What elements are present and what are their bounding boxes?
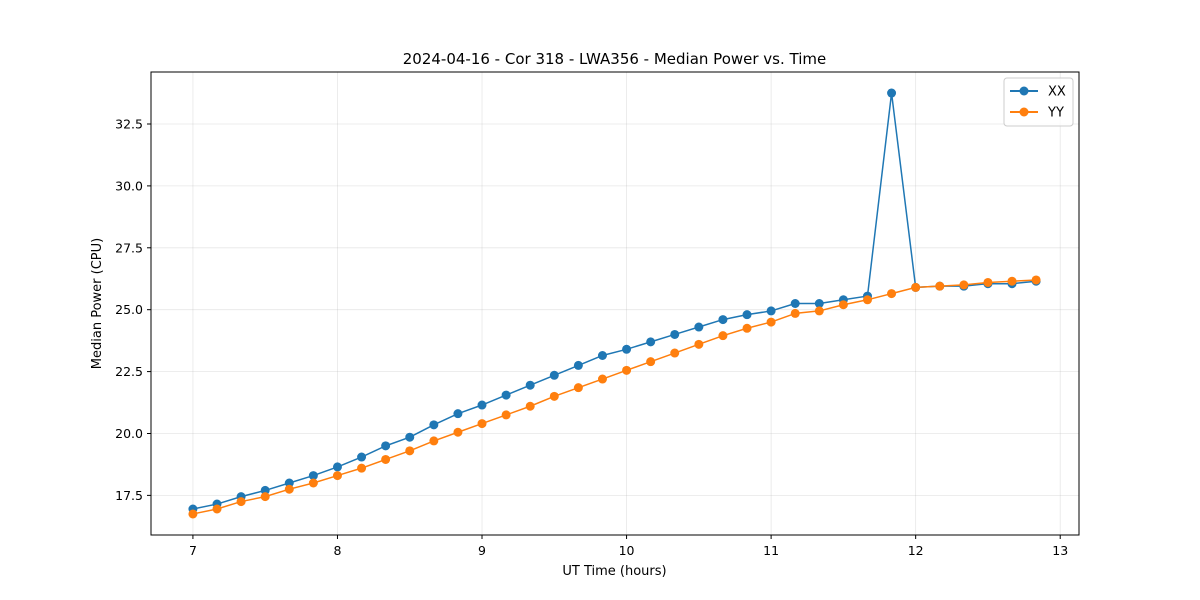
- data-point-xx: [814, 299, 824, 308]
- data-point-yy: [284, 484, 294, 494]
- data-point-yy: [525, 401, 535, 411]
- grid: [151, 72, 1079, 535]
- data-point-yy: [357, 463, 367, 473]
- y-tick-label: 22.5: [115, 364, 143, 379]
- data-point-yy: [1007, 276, 1017, 286]
- data-point-xx: [790, 299, 800, 308]
- data-point-yy: [308, 478, 318, 488]
- series-line-xx: [192, 92, 1037, 510]
- data-point-yy: [838, 300, 848, 310]
- data-point-xx: [597, 350, 607, 360]
- data-point-yy: [814, 306, 824, 316]
- data-point-yy: [429, 436, 439, 446]
- data-point-xx: [260, 485, 270, 495]
- data-point-yy: [212, 504, 222, 514]
- data-point-xx: [549, 370, 559, 380]
- data-point-xx: [453, 409, 463, 419]
- series-line-yy: [192, 279, 1037, 515]
- data-point-xx: [670, 329, 680, 339]
- data-point-yy: [646, 357, 656, 367]
- data-point-xx: [501, 390, 511, 400]
- legend-label-yy: YY: [1047, 106, 1064, 121]
- data-point-yy: [718, 331, 728, 341]
- x-tick-label: 11: [763, 543, 779, 558]
- data-point-yy: [1031, 275, 1041, 285]
- data-point-yy: [622, 365, 632, 375]
- y-tick-label: 27.5: [115, 240, 143, 255]
- data-point-yy: [549, 391, 559, 401]
- data-point-xx: [477, 400, 487, 410]
- data-point-xx: [694, 322, 704, 332]
- data-point-yy: [742, 323, 752, 333]
- data-point-xx: [887, 88, 897, 98]
- data-point-xx: [381, 441, 391, 451]
- data-point-yy: [332, 471, 342, 481]
- data-point-xx: [718, 315, 728, 325]
- data-point-yy: [670, 348, 680, 358]
- x-tick-label: 7: [189, 543, 197, 558]
- data-point-xx: [766, 306, 776, 316]
- plot-frame: [150, 71, 1080, 536]
- data-point-yy: [597, 374, 607, 384]
- data-point-yy: [381, 454, 391, 464]
- legend-marker-xx: [1019, 86, 1029, 96]
- data-point-yy: [959, 280, 969, 290]
- x-tick-label: 12: [908, 543, 924, 558]
- x-axis: 7 8 9 10 11 12 13: [189, 535, 1068, 558]
- data-point-yy: [188, 509, 198, 519]
- data-point-yy: [935, 281, 945, 291]
- x-tick-label: 8: [333, 543, 341, 558]
- x-tick-label: 13: [1052, 543, 1068, 558]
- data-point-xx: [332, 462, 342, 472]
- y-tick-label: 17.5: [115, 488, 143, 503]
- data-point-xx: [622, 344, 632, 354]
- data-point-xx: [525, 380, 535, 390]
- data-point-yy: [453, 427, 463, 437]
- y-axis-label: Median Power (CPU): [90, 238, 105, 369]
- data-point-xx: [742, 310, 752, 320]
- data-point-yy: [573, 383, 583, 393]
- data-point-yy: [405, 446, 415, 456]
- data-point-xx: [284, 478, 294, 488]
- y-tick-label: 25.0: [115, 302, 143, 317]
- y-tick-label: 20.0: [115, 426, 143, 441]
- data-point-yy: [260, 492, 270, 502]
- data-point-yy: [983, 277, 993, 287]
- legend-marker-yy: [1019, 107, 1029, 117]
- data-point-yy: [236, 497, 246, 507]
- data-point-xx: [429, 420, 439, 430]
- y-tick-label: 32.5: [115, 116, 143, 131]
- data-point-yy: [766, 317, 776, 327]
- x-tick-label: 10: [619, 543, 635, 558]
- data-point-xx: [357, 452, 367, 462]
- data-point-yy: [862, 295, 872, 305]
- x-tick-label: 9: [478, 543, 486, 558]
- x-axis-label: UT Time (hours): [562, 564, 666, 579]
- data-point-xx: [405, 432, 415, 442]
- y-axis: 17.5 20.0 22.5 25.0 27.5 30.0 32.5: [115, 116, 151, 503]
- data-point-yy: [501, 410, 511, 420]
- chart-title: 2024-04-16 - Cor 318 - LWA356 - Median P…: [403, 50, 827, 68]
- data-point-yy: [694, 339, 704, 349]
- data-point-yy: [887, 289, 897, 299]
- series-xx: [188, 88, 1041, 514]
- y-tick-label: 30.0: [115, 178, 143, 193]
- legend-label-xx: XX: [1048, 85, 1066, 100]
- legend: XX YY: [1003, 77, 1074, 127]
- data-point-xx: [573, 360, 583, 370]
- data-point-yy: [790, 308, 800, 318]
- series-group: [188, 88, 1041, 519]
- data-point-xx: [308, 471, 318, 481]
- series-yy: [188, 275, 1041, 519]
- data-point-xx: [646, 337, 656, 347]
- data-point-yy: [477, 419, 487, 429]
- data-point-yy: [911, 282, 921, 292]
